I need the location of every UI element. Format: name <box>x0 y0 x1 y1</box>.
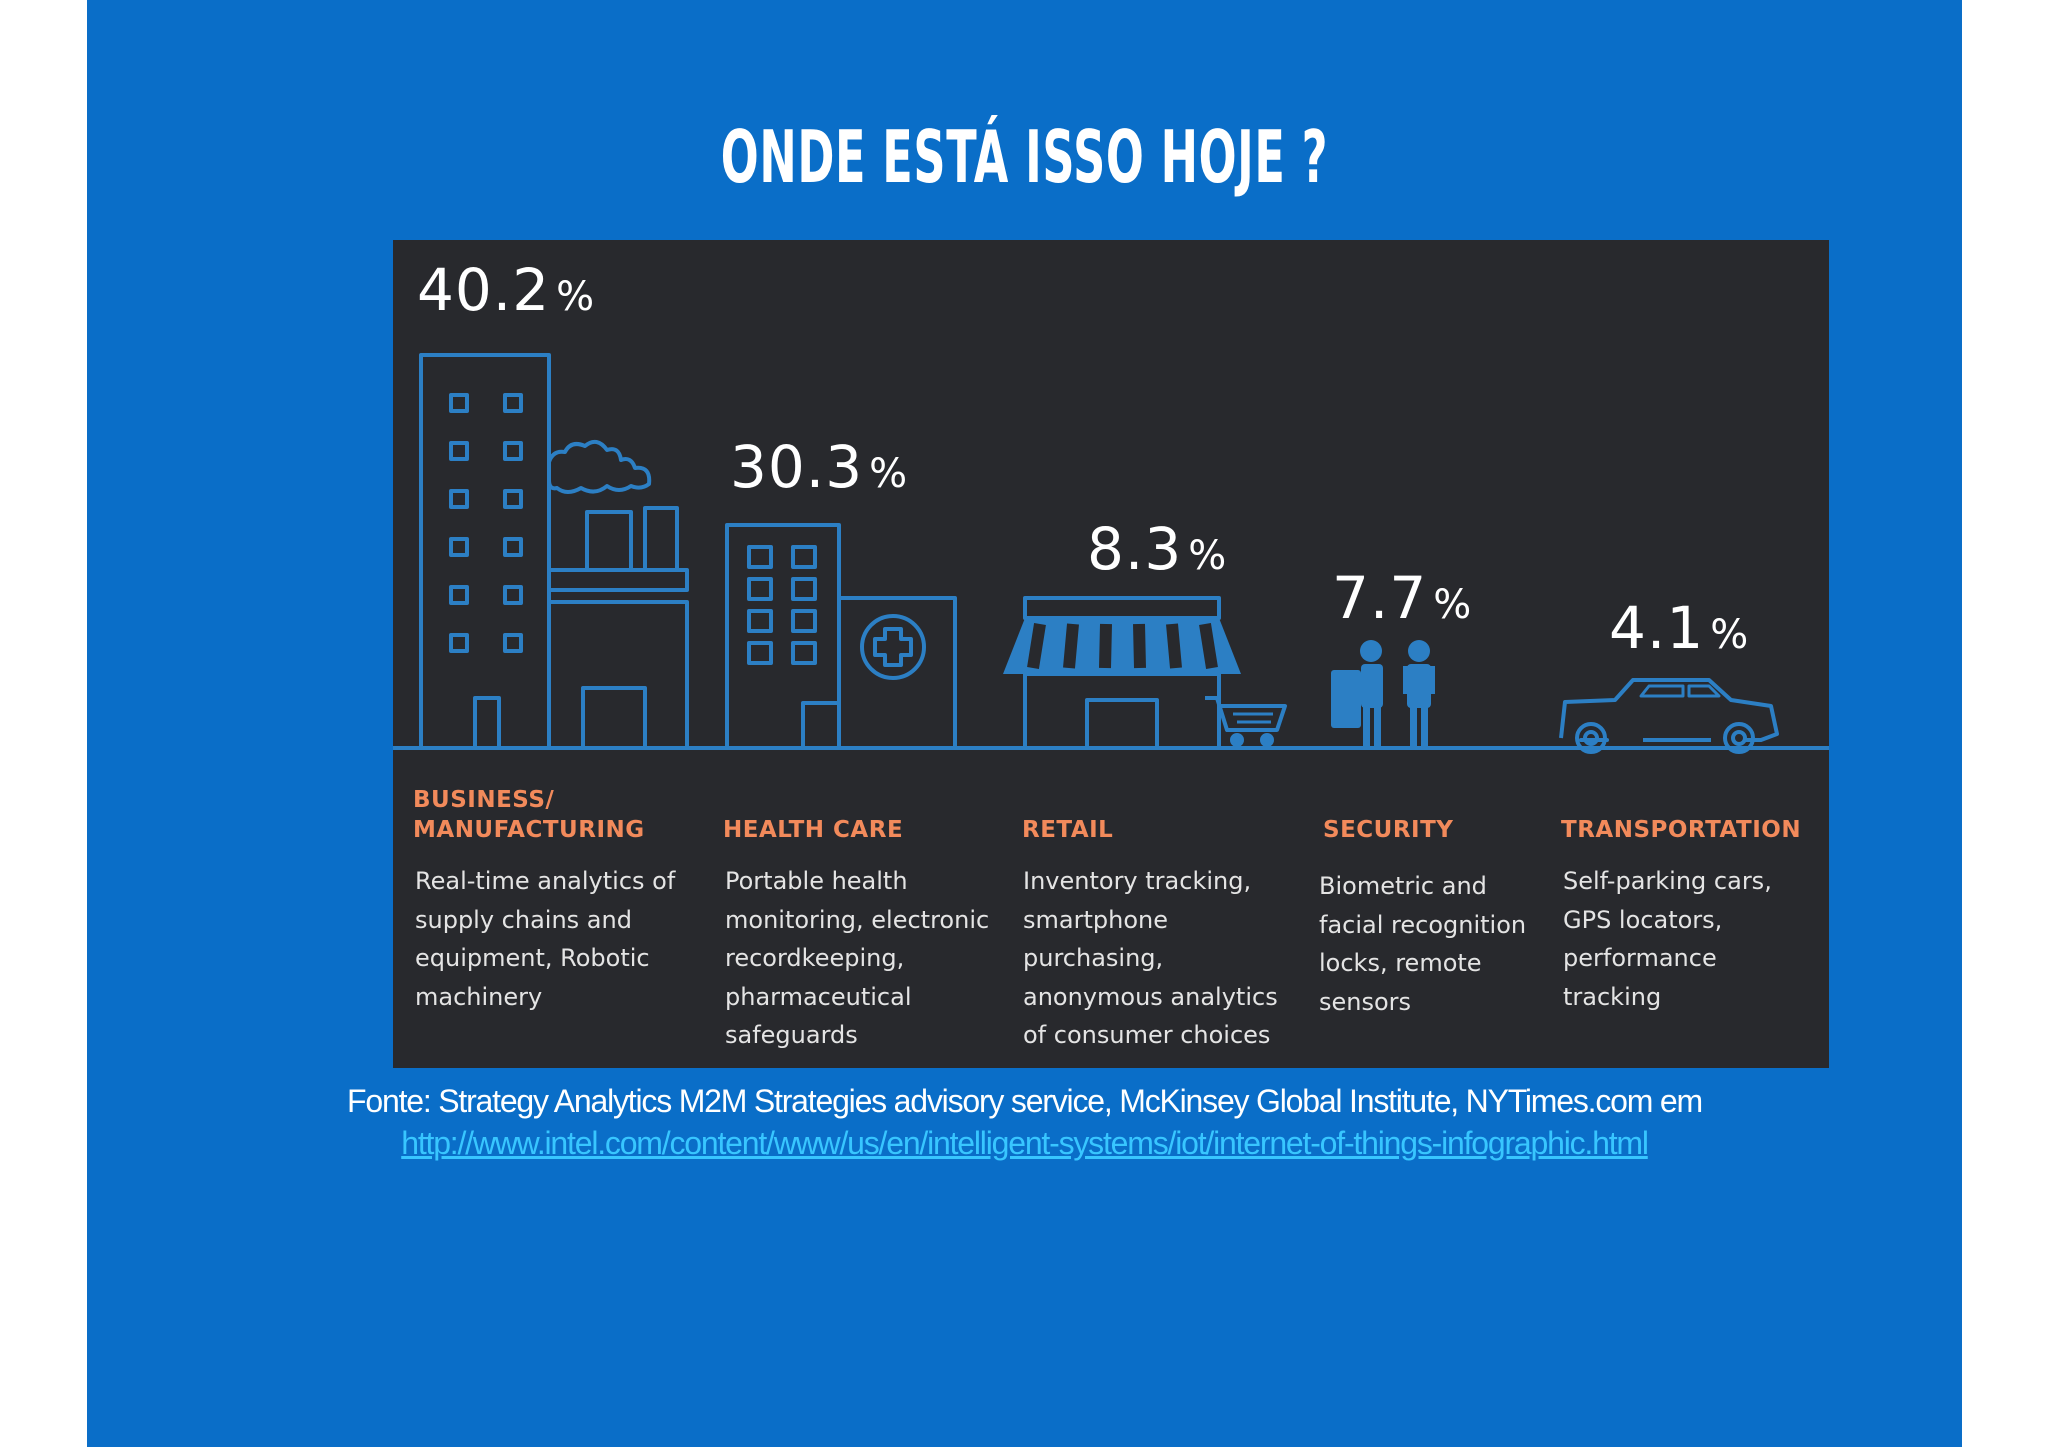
security-guards-icon <box>1331 640 1435 748</box>
description-transportation: Self-parking cars, GPS locators, perform… <box>1563 867 1772 1011</box>
percent-security: 7.7% <box>1332 564 1473 632</box>
iot-infographic: 40.2% 30.3% 8.3% 7.7% 4.1% BUSINESS/ MAN… <box>393 240 1829 1068</box>
factory-icon <box>419 353 689 750</box>
slide: ONDE ESTÁ ISSO HOJE ? <box>87 0 1962 1447</box>
category-security: SECURITY <box>1323 817 1454 843</box>
description-business: Real-time analytics of supply chains and… <box>415 867 676 1011</box>
description-security: Biometric and facial recognition locks, … <box>1319 872 1527 1016</box>
percent-business: 40.2% <box>417 256 596 324</box>
store-icon <box>1003 596 1287 750</box>
category-business: BUSINESS/ MANUFACTURING <box>413 787 645 843</box>
description-retail: Inventory tracking, smartphone purchasin… <box>1023 867 1278 1049</box>
slide-title: ONDE ESTÁ ISSO HOJE ? <box>720 115 1329 199</box>
percent-health-care: 30.3% <box>730 433 909 501</box>
car-icon <box>1559 678 1779 754</box>
category-retail: RETAIL <box>1022 817 1114 843</box>
percent-transportation: 4.1% <box>1609 594 1750 662</box>
source-link[interactable]: http://www.intel.com/content/www/us/en/i… <box>401 1125 1649 1161</box>
source-citation: Fonte: Strategy Analytics M2M Strategies… <box>347 1083 1703 1119</box>
description-health-care: Portable health monitoring, electronic r… <box>725 867 990 1049</box>
category-transportation: TRANSPORTATION <box>1561 817 1802 843</box>
hospital-icon <box>725 523 957 750</box>
percent-retail: 8.3% <box>1087 515 1228 583</box>
shopping-cart-icon <box>1205 696 1287 747</box>
category-health-care: HEALTH CARE <box>723 817 904 843</box>
skyline-illustration <box>393 353 1829 754</box>
